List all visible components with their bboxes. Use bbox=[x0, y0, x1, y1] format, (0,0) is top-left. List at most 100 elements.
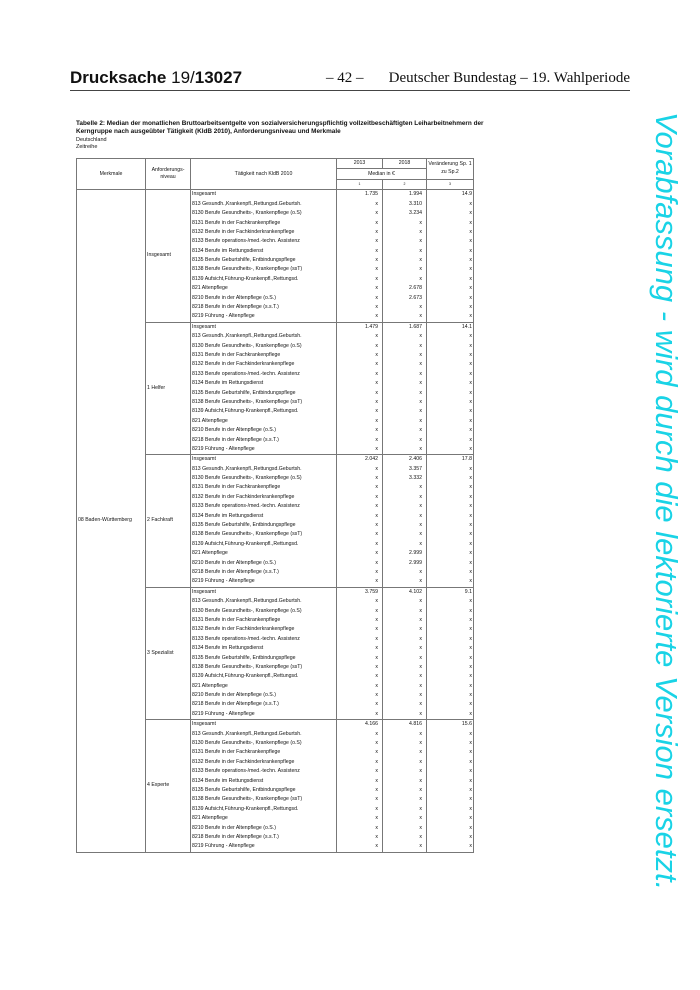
table-row: 8210 Berufe in der Altenpflege (o.S.) x x x bbox=[77, 425, 474, 436]
value-2018: x bbox=[382, 350, 427, 361]
value-2013: x bbox=[336, 738, 383, 749]
value-2018: 4.102 bbox=[382, 587, 427, 597]
occupation-cell: 8139 Aufsicht,Führung-Krankenpfl.,Rettun… bbox=[190, 274, 337, 285]
value-2018: x bbox=[382, 530, 427, 540]
occupation-cell: 8131 Berufe in der Fachkrankenpflege bbox=[190, 615, 337, 626]
occupation-cell: 8133 Berufe operations-/med.-techn. Assi… bbox=[190, 767, 337, 777]
occupation-cell: 8138 Berufe Gesundheits-, Krankenpflege … bbox=[190, 662, 337, 673]
occupation-cell: 8132 Berufe in der Fachkinderkrankenpfle… bbox=[190, 227, 337, 238]
value-2013: x bbox=[336, 511, 383, 521]
value-2013: x bbox=[336, 473, 383, 484]
value-2018: x bbox=[382, 643, 427, 654]
value-2018: x bbox=[382, 662, 427, 673]
occupation-cell: 8210 Berufe in der Altenpflege (o.S.) bbox=[190, 558, 337, 568]
value-2018: x bbox=[382, 312, 427, 323]
table-row: 821 Altenpflege x 2.999 x bbox=[77, 549, 474, 559]
value-2013: x bbox=[336, 208, 383, 219]
value-2018: x bbox=[382, 842, 427, 853]
occupation-cell: 8135 Berufe Geburtshilfe, Entbindungspfl… bbox=[190, 785, 337, 796]
value-2018: 3.310 bbox=[382, 199, 427, 209]
table-row: 813 Gesundh.,Krankenpfl.,Rettungsd.Gebur… bbox=[77, 596, 474, 607]
value-change: x bbox=[426, 767, 474, 777]
merkmal-cell: 08 Baden-Württemberg bbox=[76, 189, 146, 853]
occupation-cell: 821 Altenpflege bbox=[190, 416, 337, 426]
niveau-cell: Insgesamt bbox=[145, 189, 191, 323]
value-2018: 2.999 bbox=[382, 558, 427, 568]
value-2013: x bbox=[336, 284, 383, 294]
table-row: 8219 Führung - Altenpflege x x x bbox=[77, 577, 474, 588]
table-row: 8139 Aufsicht,Führung-Krankenpfl.,Rettun… bbox=[77, 407, 474, 417]
value-change: x bbox=[426, 625, 474, 635]
table-row: 8219 Führung - Altenpflege x x x bbox=[77, 312, 474, 323]
occupation-cell: 813 Gesundh.,Krankenpfl.,Rettungsd.Gebur… bbox=[190, 596, 337, 607]
value-2018: x bbox=[382, 738, 427, 749]
table-row: 8219 Führung - Altenpflege x x x bbox=[77, 444, 474, 456]
table-row: 8134 Berufe im Rettungsdienst x x x bbox=[77, 776, 474, 786]
table-row: 8135 Berufe Geburtshilfe, Entbindungspfl… bbox=[77, 520, 474, 531]
value-2018: x bbox=[382, 539, 427, 550]
table-row: 813 Gesundh.,Krankenpfl.,Rettungsd.Gebur… bbox=[77, 199, 474, 209]
table-row: 8134 Berufe im Rettungsdienst x x x bbox=[77, 246, 474, 256]
watermark: Vorabfassung - wird durch die lektoriert… bbox=[649, 112, 684, 891]
value-change: x bbox=[426, 360, 474, 370]
niveau-cell: 4 Experte bbox=[145, 719, 191, 853]
occupation-cell: 8133 Berufe operations-/med.-techn. Assi… bbox=[190, 237, 337, 247]
value-2013: x bbox=[336, 776, 383, 786]
value-2018: x bbox=[382, 577, 427, 588]
value-change: x bbox=[426, 208, 474, 219]
value-2018: x bbox=[382, 700, 427, 710]
value-2013: x bbox=[336, 444, 383, 456]
table-row: 8130 Berufe Gesundheits-, Krankenpflege … bbox=[77, 208, 474, 219]
table-row: 8133 Berufe operations-/med.-techn. Assi… bbox=[77, 634, 474, 644]
value-2013: x bbox=[336, 483, 383, 493]
value-2018: x bbox=[382, 823, 427, 833]
value-change: x bbox=[426, 558, 474, 568]
value-change: x bbox=[426, 350, 474, 361]
value-2018: x bbox=[382, 785, 427, 796]
value-2013: x bbox=[336, 425, 383, 436]
value-2013: x bbox=[336, 823, 383, 833]
occupation-cell: 8132 Berufe in der Fachkinderkrankenpfle… bbox=[190, 757, 337, 767]
value-2013: x bbox=[336, 653, 383, 663]
value-2018: 2.999 bbox=[382, 549, 427, 559]
occupation-cell: 8130 Berufe Gesundheits-, Krankenpflege … bbox=[190, 606, 337, 616]
header-merkmale: Merkmale bbox=[76, 157, 146, 191]
value-2013: x bbox=[336, 615, 383, 626]
value-2018: x bbox=[382, 397, 427, 408]
value-change: x bbox=[426, 369, 474, 379]
value-2018: x bbox=[382, 681, 427, 691]
value-2013: x bbox=[336, 520, 383, 531]
value-2018: 1.994 bbox=[382, 189, 427, 200]
occupation-cell: 8134 Berufe im Rettungsdienst bbox=[190, 776, 337, 786]
value-2013: 4.166 bbox=[336, 719, 383, 730]
value-change: x bbox=[426, 634, 474, 644]
table-row: 8134 Berufe im Rettungsdienst x x x bbox=[77, 511, 474, 521]
header-col1: 1 bbox=[336, 178, 383, 191]
value-2013: x bbox=[336, 312, 383, 323]
value-change: x bbox=[426, 539, 474, 550]
occupation-cell: 8131 Berufe in der Fachkrankenpflege bbox=[190, 350, 337, 361]
table-subtitle-region: Deutschland bbox=[76, 137, 107, 143]
value-change: x bbox=[426, 293, 474, 303]
value-change: x bbox=[426, 511, 474, 521]
occupation-cell: 8134 Berufe im Rettungsdienst bbox=[190, 511, 337, 521]
value-change: x bbox=[426, 444, 474, 456]
value-2013: x bbox=[336, 567, 383, 578]
value-change: x bbox=[426, 795, 474, 805]
table-row: 8132 Berufe in der Fachkinderkrankenpfle… bbox=[77, 360, 474, 370]
value-2013: x bbox=[336, 757, 383, 767]
niveau-cell: 2 Fachkraft bbox=[145, 454, 191, 588]
value-change: x bbox=[426, 199, 474, 209]
value-change: x bbox=[426, 690, 474, 701]
value-2013: x bbox=[336, 397, 383, 408]
value-change: x bbox=[426, 549, 474, 559]
table-row: 8139 Aufsicht,Führung-Krankenpfl.,Rettun… bbox=[77, 274, 474, 285]
value-2018: 2.406 bbox=[382, 454, 427, 465]
occupation-cell: 8134 Berufe im Rettungsdienst bbox=[190, 643, 337, 654]
value-2018: x bbox=[382, 672, 427, 682]
header-taetigkeit: Tätigkeit nach KldB 2010 bbox=[190, 157, 337, 191]
value-2018: x bbox=[382, 625, 427, 635]
header-publisher: Deutscher Bundestag – 19. Wahlperiode bbox=[388, 70, 630, 86]
occupation-cell: 8131 Berufe in der Fachkrankenpflege bbox=[190, 748, 337, 758]
